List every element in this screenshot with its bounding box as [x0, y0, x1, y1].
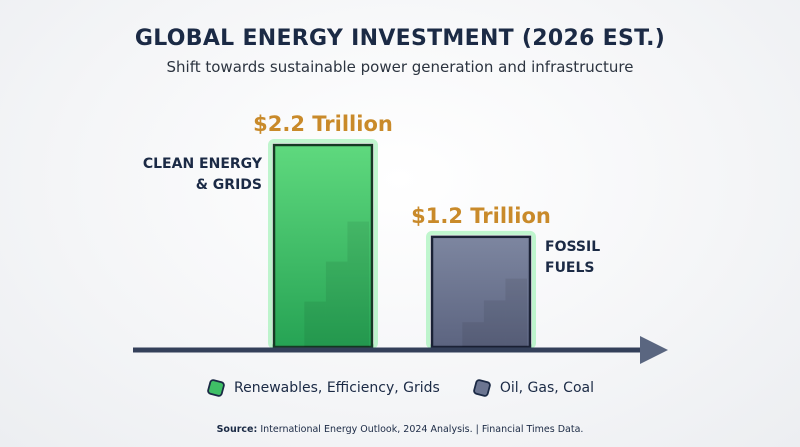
value-label-fossil: $1.2 Trillion	[411, 204, 551, 228]
category-label-clean: CLEAN ENERGY & GRIDS	[143, 156, 263, 193]
category-label-fossil: FOSSIL FUELS	[545, 239, 600, 276]
bar-fossil-shade	[505, 278, 527, 347]
legend-label-fossil: Oil, Gas, Coal	[499, 380, 594, 396]
green-gem-icon	[206, 378, 226, 398]
legend-label-clean: Renewables, Efficiency, Grids	[234, 380, 440, 396]
bar-fossil	[430, 235, 532, 349]
x-axis	[133, 336, 668, 364]
labels-layer: $2.2 Trillion $1.2 Trillion CLEAN ENERGY & …	[143, 112, 600, 276]
chart-subtitle: Shift towards sustainable power generati…	[166, 58, 634, 76]
source-label: Source:	[216, 424, 258, 435]
chart-title: GLOBAL ENERGY INVESTMENT (2026 EST.)	[134, 26, 666, 51]
bar-fossil-shade	[483, 300, 506, 347]
source-note: Source: International Energy Outlook, 20…	[0, 424, 800, 435]
gray-gem-icon	[472, 378, 492, 398]
legend-item-clean: Renewables, Efficiency, Grids	[206, 378, 440, 398]
legend: Renewables, Efficiency, Grids Oil, Gas, …	[0, 378, 800, 398]
bar-clean	[272, 143, 374, 349]
bars-layer	[268, 139, 536, 349]
bar-clean-shade	[304, 301, 326, 347]
value-label-clean: $2.2 Trillion	[253, 112, 393, 136]
source-text: International Energy Outlook, 2024 Analy…	[260, 424, 584, 435]
bar-clean-shade	[347, 221, 369, 347]
legend-item-fossil: Oil, Gas, Coal	[472, 378, 594, 398]
bar-fossil-shade	[462, 322, 484, 347]
x-axis-arrow-icon	[640, 336, 668, 364]
bar-clean-shade	[325, 261, 348, 347]
